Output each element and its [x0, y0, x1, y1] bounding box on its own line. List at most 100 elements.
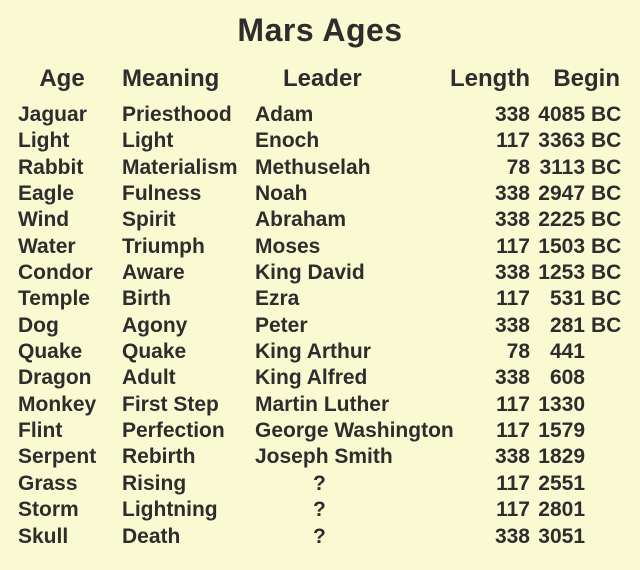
- cell-begin-number: 2225: [538, 208, 585, 232]
- cell-leader: Adam: [255, 103, 314, 126]
- cell-meaning: Lightning: [122, 498, 218, 522]
- table-row: Wind Spirit Abraham 338 2225 BC: [0, 207, 640, 233]
- header-meaning: Meaning: [122, 65, 220, 92]
- cell-age: Skull: [18, 524, 69, 548]
- cell-era: [585, 444, 620, 470]
- cell-meaning: Quake: [122, 340, 187, 364]
- cell-leader: Joseph Smith: [255, 445, 393, 469]
- cell-length: 338: [494, 524, 530, 548]
- table-row: Dog Agony Peter 338 281 BC: [0, 313, 640, 339]
- cell-leader: Martin Luther: [255, 392, 390, 416]
- cell-length: 338: [494, 313, 530, 337]
- table-row: Temple Birth Ezra 117 531 BC: [0, 286, 640, 312]
- cell-era: [585, 497, 620, 523]
- header-length: Length: [450, 65, 530, 92]
- cell-length: 117: [496, 498, 530, 522]
- cell-meaning: Birth: [122, 287, 171, 311]
- cell-leader: ?: [313, 524, 326, 548]
- cell-length: 338: [494, 208, 530, 232]
- cell-begin-number: 1503: [538, 234, 585, 258]
- cell-meaning: Perfection: [122, 419, 225, 443]
- cell-era: BC: [591, 129, 622, 153]
- cell-leader: Moses: [255, 234, 321, 258]
- cell-age: Grass: [18, 471, 78, 495]
- table-row: Light Light Enoch 117 3363 BC: [0, 128, 640, 154]
- cell-length: 338: [494, 182, 530, 206]
- cell-age: Temple: [18, 287, 90, 311]
- cell-leader: Ezra: [255, 287, 300, 311]
- cell-age: Storm: [18, 498, 79, 522]
- cell-age: Wind: [18, 208, 70, 232]
- cell-begin-number: 3113: [539, 155, 585, 179]
- cell-age: Rabbit: [18, 155, 84, 179]
- cell-leader: King Alfred: [255, 366, 368, 390]
- cell-era: BC: [591, 182, 622, 206]
- cell-length: 338: [494, 445, 530, 469]
- cell-begin-number: 608: [549, 366, 585, 390]
- cell-leader: King David: [255, 261, 365, 285]
- cell-begin-number: 531: [549, 287, 585, 311]
- cell-era: BC: [591, 287, 622, 311]
- cell-age: Dog: [18, 313, 59, 337]
- cell-length: 117: [496, 234, 530, 258]
- cell-era: BC: [591, 261, 622, 285]
- cell-meaning: Death: [122, 524, 181, 548]
- cell-meaning: Light: [122, 129, 174, 153]
- table-row: Skull Death ? 338 3051: [0, 524, 640, 550]
- cell-era: [585, 471, 620, 497]
- cell-begin-number: 2947: [538, 182, 585, 206]
- cell-length: 78: [506, 340, 530, 364]
- cell-leader: Abraham: [255, 208, 347, 232]
- table-row: Dragon Adult King Alfred 338 608: [0, 365, 640, 391]
- cell-era: BC: [591, 103, 622, 126]
- cell-era: [585, 339, 620, 365]
- cell-leader: George Washington: [255, 419, 454, 443]
- cell-era: [585, 365, 620, 391]
- cell-length: 117: [496, 471, 530, 495]
- cell-leader: Enoch: [255, 129, 320, 153]
- cell-begin-number: 1579: [538, 419, 585, 443]
- table-row: Rabbit Materialism Methuselah 78 3113 BC: [0, 155, 640, 181]
- cell-begin-number: 4085: [538, 103, 585, 126]
- table-row: Quake Quake King Arthur 78 441: [0, 339, 640, 365]
- cell-meaning: Spirit: [122, 208, 176, 232]
- cell-age: Water: [18, 234, 76, 258]
- cell-leader: ?: [313, 498, 326, 522]
- cell-meaning: Rising: [122, 471, 187, 495]
- cell-era: [585, 418, 620, 444]
- cell-length: 117: [496, 392, 530, 416]
- cell-begin-number: 1330: [538, 392, 585, 416]
- table-row: Grass Rising ? 117 2551: [0, 471, 640, 497]
- table-row: Flint Perfection George Washington 117 1…: [0, 418, 640, 444]
- table-row: Storm Lightning ? 117 2801: [0, 497, 640, 523]
- cell-meaning: First Step: [122, 392, 219, 416]
- cell-age: Flint: [18, 419, 63, 443]
- cell-age: Jaguar: [18, 103, 87, 126]
- cell-begin-number: 3363: [538, 129, 585, 153]
- cell-meaning: Materialism: [122, 155, 238, 179]
- cell-begin-number: 2551: [538, 471, 585, 495]
- cell-begin-number: 2801: [538, 498, 585, 522]
- cell-begin-number: 1253: [538, 261, 585, 285]
- cell-age: Condor: [18, 261, 93, 285]
- cell-era: BC: [591, 234, 622, 258]
- cell-length: 117: [496, 129, 530, 153]
- table-row: Jaguar Priesthood Adam 338 4085 BC: [0, 102, 640, 128]
- page-title: Mars Ages: [237, 12, 403, 48]
- table-header: Age Meaning Leader Length Begin: [0, 64, 640, 94]
- table-row: Water Triumph Moses 117 1503 BC: [0, 234, 640, 260]
- mars-ages-page: Mars Ages Age Meaning Leader Length Begi…: [0, 10, 640, 570]
- header-age: Age: [39, 65, 85, 92]
- cell-length: 78: [506, 155, 530, 179]
- cell-begin-number: 3051: [538, 524, 585, 548]
- cell-begin-number: 281: [549, 313, 585, 337]
- table-row: Serpent Rebirth Joseph Smith 338 1829: [0, 444, 640, 470]
- cell-age: Dragon: [18, 366, 92, 390]
- cell-era: [585, 524, 620, 550]
- cell-meaning: Fulness: [122, 182, 202, 206]
- table-row: Monkey First Step Martin Luther 117 1330: [0, 392, 640, 418]
- cell-era: BC: [591, 313, 622, 337]
- cell-leader: Methuselah: [255, 155, 371, 179]
- cell-age: Eagle: [18, 182, 75, 206]
- cell-leader: Noah: [255, 182, 308, 206]
